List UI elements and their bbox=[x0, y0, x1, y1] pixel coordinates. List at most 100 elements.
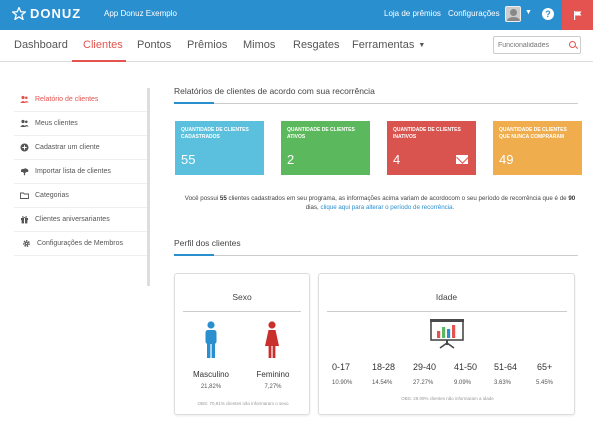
help-icon[interactable]: ? bbox=[542, 8, 554, 20]
age-group-percentage: 10.90% bbox=[332, 380, 353, 386]
mail-icon[interactable] bbox=[456, 155, 468, 164]
stat-card-registered[interactable]: Quantidade de clientes cadastrados 55 bbox=[175, 121, 264, 175]
avatar[interactable] bbox=[505, 6, 521, 22]
sidebar-item-label: Cadastrar um cliente bbox=[35, 144, 100, 151]
divider bbox=[174, 255, 578, 256]
divider bbox=[327, 311, 567, 312]
sidebar-item-label: Configurações de Membros bbox=[37, 240, 123, 247]
change-period-link[interactable]: clique aqui para alterar o período de re… bbox=[320, 204, 455, 211]
sidebar-item-label: Clientes aniversariantes bbox=[35, 216, 110, 223]
info-text-2: clientes cadastrados em seu programa, as… bbox=[226, 195, 569, 202]
sidebar-item-label: Meus clientes bbox=[35, 120, 78, 127]
age-group-label: 51-64 bbox=[494, 362, 518, 372]
settings-link[interactable]: Configurações bbox=[448, 9, 500, 18]
info-text-1: Você possui bbox=[184, 195, 220, 202]
flag-icon bbox=[573, 11, 581, 20]
app-name[interactable]: App Donuz Exemplo bbox=[104, 9, 177, 18]
age-group-label: 0-17 bbox=[332, 362, 351, 372]
age-group-percentage: 3.63% bbox=[494, 380, 512, 386]
tab-dashboard[interactable]: Dashboard bbox=[14, 39, 68, 51]
age-group-percentage: 9.09% bbox=[454, 380, 472, 386]
logo[interactable]: DONUZ bbox=[12, 6, 81, 21]
tab-premios[interactable]: Prêmios bbox=[187, 39, 228, 51]
gear-icon bbox=[22, 239, 31, 248]
recurrence-info: Você possui 55 clientes cadastrados em s… bbox=[180, 194, 580, 212]
tab-ferramentas[interactable]: Ferramentas ▼ bbox=[352, 39, 425, 51]
stat-label: Quantidade de clientes cadastrados bbox=[181, 127, 249, 140]
age-group-label: 65+ bbox=[537, 362, 553, 372]
age-group-label: 29-40 bbox=[413, 362, 437, 372]
tab-clientes[interactable]: Clientes bbox=[83, 39, 123, 51]
users-icon bbox=[20, 95, 29, 104]
female-icon bbox=[264, 321, 280, 364]
male-percentage: 21,82% bbox=[200, 384, 222, 390]
presentation-chart-icon bbox=[430, 319, 464, 354]
folder-icon bbox=[20, 191, 29, 200]
sidebar-item-cadastrar[interactable]: Cadastrar um cliente bbox=[14, 136, 147, 160]
active-tab-indicator bbox=[72, 60, 126, 62]
divider-accent bbox=[174, 254, 214, 256]
tab-pontos[interactable]: Pontos bbox=[137, 39, 172, 51]
sex-panel: Sexo Masculino 21,82% Feminino 7,27% OBS… bbox=[174, 273, 310, 415]
stat-label: Quantidade de clientes que nunca comprar… bbox=[499, 127, 567, 140]
stat-value: 55 bbox=[181, 152, 196, 167]
age-obs-note: OBS: 29.09% clientes não informaram a id… bbox=[401, 396, 494, 401]
age-group-percentage: 5.45% bbox=[536, 380, 554, 386]
search-input[interactable] bbox=[493, 36, 581, 54]
female-percentage: 7,27% bbox=[264, 384, 282, 390]
sidebar-item-categorias[interactable]: Categorias bbox=[14, 184, 147, 208]
plus-circle-icon bbox=[20, 143, 29, 152]
upload-icon bbox=[20, 167, 29, 176]
sidebar-item-importar[interactable]: Importar lista de clientes bbox=[14, 160, 147, 184]
sidebar-item-relatorio[interactable]: Relatório de clientes bbox=[14, 88, 147, 112]
star-logo-icon bbox=[12, 7, 26, 20]
male-icon bbox=[204, 321, 218, 364]
male-label: Masculino bbox=[192, 370, 229, 379]
age-group-label: 41-50 bbox=[454, 362, 478, 372]
flag-button[interactable] bbox=[562, 0, 593, 30]
divider bbox=[183, 311, 301, 312]
sidebar-item-aniversariantes[interactable]: Clientes aniversariantes bbox=[14, 208, 147, 232]
info-count: 55 bbox=[219, 195, 227, 202]
stat-value: 4 bbox=[393, 152, 401, 167]
female-label: Feminino bbox=[256, 370, 290, 379]
panel-title: Idade bbox=[435, 292, 458, 302]
gift-icon bbox=[20, 215, 29, 224]
stat-card-active[interactable]: Quantidade de clientes ativos 2 bbox=[281, 121, 370, 175]
stat-value: 2 bbox=[287, 152, 295, 167]
stat-value: 49 bbox=[499, 152, 514, 167]
stat-label: Quantidade de clientes inativos bbox=[393, 127, 461, 140]
users-icon bbox=[20, 119, 29, 128]
tab-mimos[interactable]: Mimos bbox=[243, 39, 276, 51]
stat-label: Quantidade de clientes ativos bbox=[287, 127, 355, 140]
sidebar-item-label: Relatório de clientes bbox=[35, 96, 99, 103]
sidebar: Relatório de clientes Meus clientes Cada… bbox=[14, 88, 150, 286]
store-link[interactable]: Loja de prêmios bbox=[384, 9, 441, 18]
divider bbox=[174, 103, 578, 104]
sidebar-item-meus-clientes[interactable]: Meus clientes bbox=[14, 112, 147, 136]
age-group-percentage: 27.27% bbox=[413, 380, 434, 386]
report-title: Relatórios de clientes de acordo com sua… bbox=[174, 86, 375, 96]
logo-text: DONUZ bbox=[30, 6, 82, 21]
chevron-down-icon[interactable]: ▼ bbox=[525, 9, 532, 16]
stat-card-inactive[interactable]: Quantidade de clientes inativos 4 bbox=[387, 121, 476, 175]
sidebar-item-label: Categorias bbox=[35, 192, 69, 199]
chevron-down-icon: ▼ bbox=[418, 41, 426, 49]
tab-resgates[interactable]: Resgates bbox=[293, 39, 340, 51]
age-group-label: 18-28 bbox=[372, 362, 396, 372]
search-icon[interactable] bbox=[569, 41, 576, 48]
stat-card-never-bought[interactable]: Quantidade de clientes que nunca comprar… bbox=[493, 121, 582, 175]
tab-ferramentas-label: Ferramentas bbox=[352, 39, 415, 51]
sex-obs-note: OBS: 70,91% clientes não informaram o se… bbox=[197, 401, 289, 406]
panel-title: Sexo bbox=[232, 292, 252, 302]
main-nav: Dashboard Clientes Pontos Prêmios Mimos … bbox=[0, 30, 593, 62]
age-group-percentage: 14.54% bbox=[372, 380, 393, 386]
info-days: 90 bbox=[568, 195, 576, 202]
info-text-3: dias, bbox=[305, 204, 321, 211]
age-panel: Idade OBS: 29.09% clientes não informara… bbox=[318, 273, 575, 415]
sidebar-item-config-membros[interactable]: Configurações de Membros bbox=[14, 232, 147, 256]
divider-accent bbox=[174, 102, 214, 104]
top-bar: DONUZ App Donuz Exemplo Loja de prêmios … bbox=[0, 0, 593, 30]
sidebar-item-label: Importar lista de clientes bbox=[35, 168, 111, 175]
profile-title: Perfil dos clientes bbox=[174, 238, 241, 248]
